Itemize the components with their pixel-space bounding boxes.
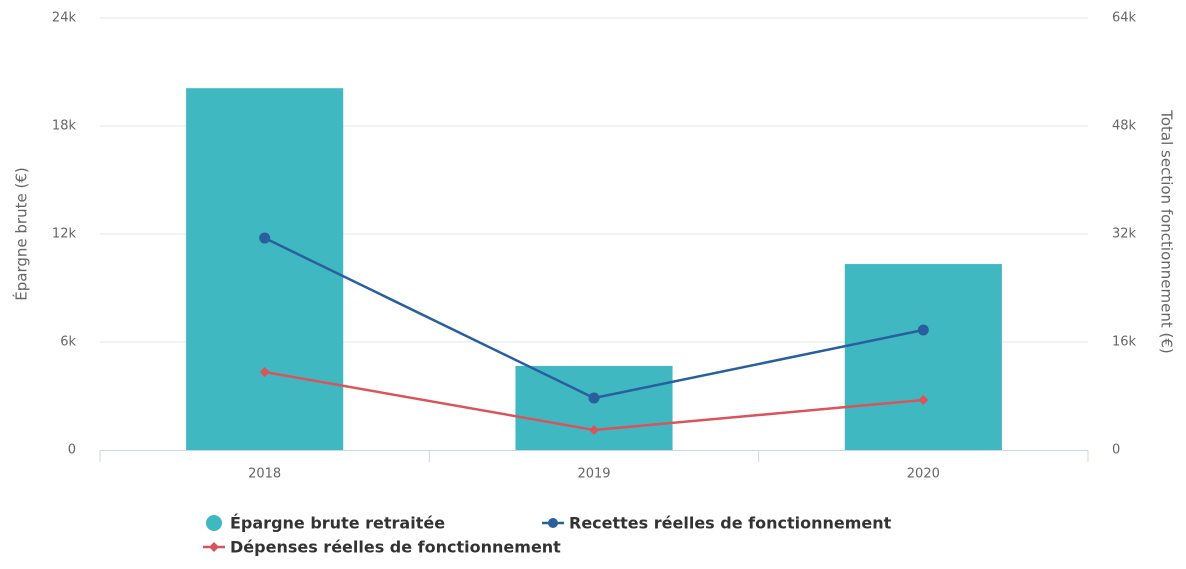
bar — [844, 264, 1002, 450]
legend-label: Épargne brute retraitée — [230, 514, 445, 533]
y2-tick-label: 64k — [1112, 11, 1137, 26]
y2-tick-label: 0 — [1112, 443, 1120, 458]
bar — [186, 88, 344, 450]
y-axis-title: Épargne brute (€) — [12, 167, 31, 300]
y2-tick-label: 16k — [1112, 335, 1137, 350]
marker — [589, 425, 599, 436]
y-tick-label: 6k — [60, 335, 76, 350]
y-tick-label: 0 — [68, 443, 76, 458]
bar — [515, 365, 673, 450]
marker — [588, 392, 600, 404]
marker — [259, 366, 270, 377]
marker — [259, 232, 271, 244]
y2-tick-label: 32k — [1112, 227, 1137, 242]
legend: Épargne brute retraitée Recettes réelles … — [203, 514, 892, 557]
y2-tick-label: 48k — [1112, 119, 1137, 134]
x-tick-label: 2018 — [248, 467, 281, 482]
y2-axis-title: Total section fonctionnement (€) — [1158, 109, 1176, 354]
legend-symbol — [548, 518, 558, 528]
legend-label: Dépenses réelles de fonctionnement — [230, 538, 561, 557]
y-tick-label: 24k — [52, 11, 77, 26]
marker — [917, 324, 929, 336]
legend-symbol — [206, 515, 222, 531]
legend-label: Recettes réelles de fonctionnement — [569, 514, 892, 533]
x-tick-label: 2020 — [907, 467, 940, 482]
y-tick-label: 18k — [52, 119, 77, 134]
x-tick-label: 2019 — [577, 467, 610, 482]
legend-symbol — [209, 542, 219, 552]
marker — [918, 394, 929, 405]
y-tick-label: 12k — [52, 227, 77, 242]
